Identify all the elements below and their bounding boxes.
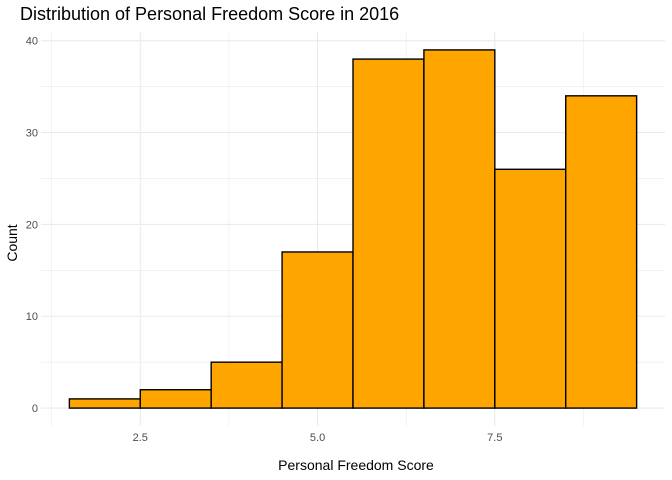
x-axis-title: Personal Freedom Score — [278, 457, 434, 473]
histogram-bar — [139, 389, 212, 409]
histogram-bar — [210, 361, 283, 409]
x-tick-label: 5.0 — [310, 432, 325, 444]
x-tick-label: 2.5 — [133, 432, 148, 444]
x-tick-label: 7.5 — [487, 432, 502, 444]
y-tick-label: 20 — [26, 219, 38, 231]
chart-title: Distribution of Personal Freedom Score i… — [20, 4, 399, 24]
histogram-bar — [68, 398, 141, 409]
y-tick-label: 0 — [32, 403, 38, 415]
y-tick-label: 30 — [26, 128, 38, 140]
histogram-bar — [352, 58, 425, 409]
histogram-bar — [281, 251, 354, 409]
histogram-bars — [68, 49, 638, 409]
histogram-bar — [565, 95, 638, 409]
y-tick-label: 10 — [26, 311, 38, 323]
y-axis-title: Count — [4, 224, 20, 261]
y-axis-ticks: 0 10 20 30 40 — [26, 36, 38, 415]
histogram-bar — [423, 49, 496, 409]
histogram-bar — [494, 168, 567, 409]
y-tick-label: 40 — [26, 36, 38, 48]
x-axis-ticks: 2.5 5.0 7.5 — [133, 432, 503, 444]
